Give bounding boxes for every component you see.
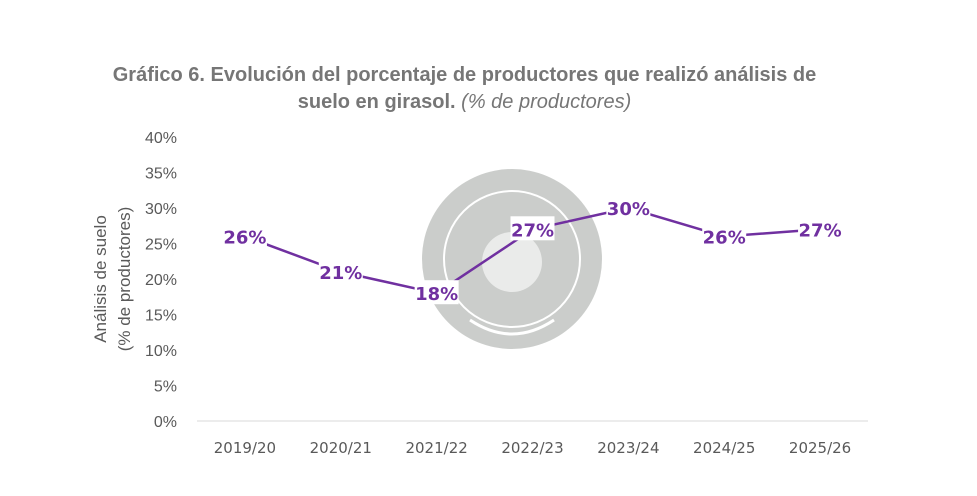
watermark-seal-outer (422, 169, 602, 349)
y-axis-title-line-2: (% de productores) (115, 207, 134, 352)
x-tick-label: 2023/24 (597, 439, 659, 457)
y-tick-label: 20% (145, 272, 177, 289)
data-label: 18% (415, 284, 458, 305)
x-tick-label: 2021/22 (405, 439, 467, 457)
data-label: 26% (703, 227, 746, 248)
data-label: 27% (799, 220, 842, 241)
watermark-seal-ring (443, 190, 581, 328)
data-labels: 26% 21% 18% 27% 30% 26% 27% (222, 195, 843, 305)
x-tick-label: 2025/26 (789, 439, 851, 457)
data-label-background (702, 223, 747, 248)
y-tick-label: 25% (145, 237, 177, 254)
data-label: 30% (607, 199, 650, 220)
y-axis-tick-labels: 0% 5% 10% 15% 20% 25% 30% 35% 40% (145, 130, 177, 431)
y-tick-label: 10% (145, 343, 177, 360)
data-label-background (222, 223, 267, 248)
watermark-seal-wreath (469, 318, 555, 336)
y-tick-label: 15% (145, 308, 177, 325)
y-tick-label: 5% (154, 379, 177, 396)
x-tick-label: 2024/25 (693, 439, 755, 457)
data-label: 21% (319, 263, 362, 284)
y-tick-label: 0% (154, 414, 177, 431)
data-label-background (606, 195, 651, 219)
y-tick-label: 35% (145, 166, 177, 183)
data-label-background (414, 280, 459, 305)
x-tick-label: 2020/21 (310, 439, 372, 457)
x-tick-label: 2022/23 (501, 439, 563, 457)
y-tick-label: 30% (145, 201, 177, 218)
x-axis-tick-labels: 2019/20 2020/21 2021/22 2022/23 2023/24 2024/… (214, 439, 851, 457)
data-label: 26% (223, 227, 266, 248)
chart-title-line-1: Gráfico 6. Evolución del porcentaje de p… (112, 64, 817, 86)
chart-title-main: suelo en girasol. (297, 91, 456, 113)
chart-title: Gráfico 6. Evolución del porcentaje de p… (0, 62, 929, 116)
chart-subtitle: (% de productores) (461, 91, 632, 113)
data-label: 27% (511, 220, 554, 241)
data-label-background (318, 258, 363, 283)
data-label-background (510, 216, 555, 241)
y-axis-title-line-1: Análisis de suelo (91, 215, 110, 343)
x-tick-label: 2019/20 (214, 439, 276, 457)
chart-title-line-2: suelo en girasol. (% de productores) (0, 89, 929, 116)
y-tick-label: 40% (145, 130, 177, 147)
bolsa-de-cereales-watermark (422, 169, 602, 349)
watermark-seal-figure (482, 232, 542, 292)
data-label-background (798, 216, 843, 241)
